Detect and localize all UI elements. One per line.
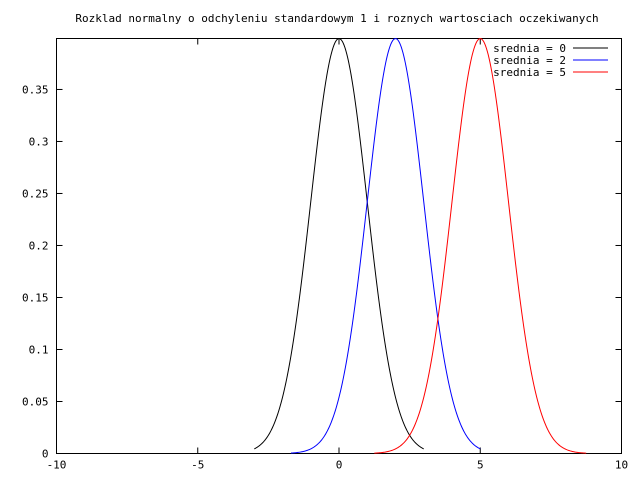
x-tick-label: -10 xyxy=(47,459,67,472)
x-tick-label: -5 xyxy=(191,459,204,472)
plot-area xyxy=(56,38,622,454)
axis-ticks: -10 -5 0 5 10 0 0.05 0.1 0.15 0.2 0.25 0.3 0.35 xyxy=(22,38,628,472)
x-tick-label: 5 xyxy=(477,459,484,472)
y-tick-label: 0 xyxy=(42,448,49,461)
x-tick-label: 10 xyxy=(615,459,628,472)
series-line-2 xyxy=(374,38,587,454)
y-tick-label: 0.15 xyxy=(22,291,49,304)
y-tick-label: 0.35 xyxy=(22,83,49,96)
legend-label: srednia = 5 xyxy=(493,66,566,79)
y-tick-label: 0.25 xyxy=(22,187,49,200)
series-line-0 xyxy=(254,38,424,450)
x-tick-label: 0 xyxy=(336,459,343,472)
y-tick-label: 0.1 xyxy=(29,343,49,356)
legend-label: srednia = 2 xyxy=(493,54,566,67)
series-group xyxy=(254,38,587,454)
chart-title: Rozklad normalny o odchyleniu standardow… xyxy=(75,12,598,25)
y-tick-label: 0.2 xyxy=(29,239,49,252)
y-tick-label: 0.05 xyxy=(22,395,49,408)
y-tick-label: 0.3 xyxy=(29,135,49,148)
series-line-1 xyxy=(290,38,481,454)
legend-label: srednia = 0 xyxy=(493,42,566,55)
